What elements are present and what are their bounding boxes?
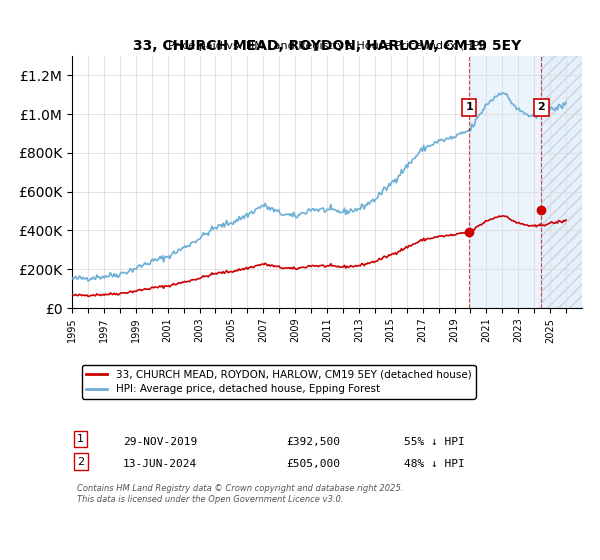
- Text: 2: 2: [538, 102, 545, 112]
- Text: 48% ↓ HPI: 48% ↓ HPI: [404, 459, 464, 469]
- Text: Contains HM Land Registry data © Crown copyright and database right 2025.
This d: Contains HM Land Registry data © Crown c…: [77, 484, 404, 504]
- Text: Price paid vs. HM Land Registry's House Price Index (HPI): Price paid vs. HM Land Registry's House …: [167, 41, 487, 51]
- Bar: [541, 56, 582, 308]
- Text: 29-NOV-2019: 29-NOV-2019: [123, 437, 197, 446]
- Text: 1: 1: [465, 102, 473, 112]
- Bar: [469, 56, 541, 308]
- Text: 2: 2: [77, 457, 84, 466]
- Bar: [541, 56, 582, 308]
- Text: 55% ↓ HPI: 55% ↓ HPI: [404, 437, 464, 446]
- Text: 13-JUN-2024: 13-JUN-2024: [123, 459, 197, 469]
- Bar: [541, 56, 582, 308]
- Text: £505,000: £505,000: [286, 459, 340, 469]
- Title: 33, CHURCH MEAD, ROYDON, HARLOW, CM19 5EY: 33, CHURCH MEAD, ROYDON, HARLOW, CM19 5E…: [133, 39, 521, 53]
- Bar: [469, 56, 541, 308]
- Text: £392,500: £392,500: [286, 437, 340, 446]
- Legend: 33, CHURCH MEAD, ROYDON, HARLOW, CM19 5EY (detached house), HPI: Average price, : 33, CHURCH MEAD, ROYDON, HARLOW, CM19 5E…: [82, 365, 476, 399]
- Text: 1: 1: [77, 434, 84, 444]
